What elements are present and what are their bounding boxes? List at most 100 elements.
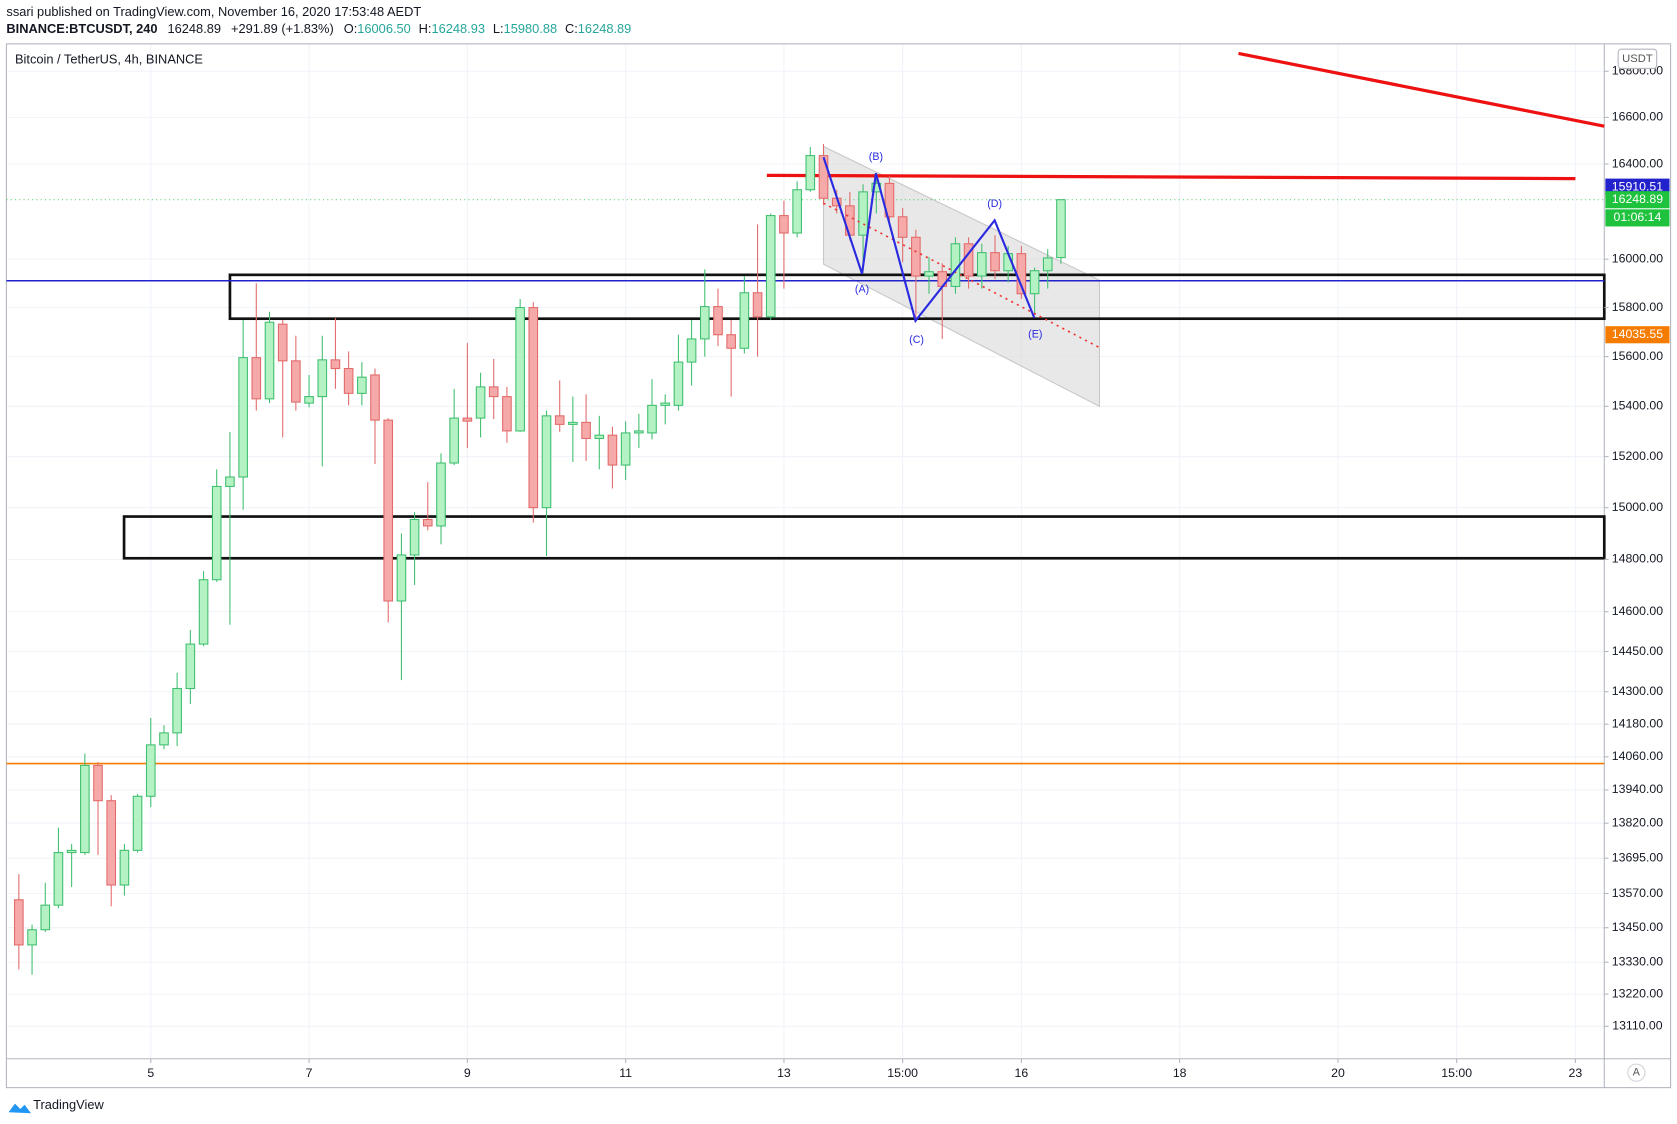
x-tick-label: 13 [777,1066,791,1080]
countdown: 01:06:14 [1614,210,1662,224]
candle-body [145,744,156,797]
candle-body [581,421,591,440]
candle-body [713,306,723,336]
candle-body [409,518,420,556]
ohlc-value: 16248.89 [578,21,632,36]
wave-label: (D) [987,198,1002,210]
price-label: 15910.51 [1612,179,1663,193]
candle-body [27,929,37,946]
candle-body [291,360,301,403]
ohlc-value: 16006.50 [357,21,411,36]
candles [14,143,1066,975]
candle-body [370,374,380,421]
resistance-line [766,173,1576,181]
candle-body [106,800,117,886]
candle-body [818,155,829,199]
overlay: 16800.0016600.0016400.0016000.0015800.00… [15,51,1670,1080]
ohlc-key: L: [493,21,504,36]
auto-scale-label[interactable]: A [1633,1066,1641,1078]
currency-box [1617,48,1658,69]
wave-label: (A) [855,284,869,296]
candle-body [119,849,130,886]
brand-logo [8,1103,32,1114]
price-lines [6,199,1605,765]
candle-body [383,419,394,602]
x-tick-label: 15:00 [1441,1066,1472,1080]
y-tick-label: 14450.00 [1612,644,1663,658]
trend-line [1238,51,1605,128]
candle-body [277,323,288,362]
candle-body [343,367,354,394]
ohlc-value: 16248.93 [432,21,486,36]
candle-body [792,189,802,234]
candle-body [924,271,934,277]
candle-body [14,899,24,946]
candle-body [40,904,51,931]
brand: TradingView [33,1097,104,1112]
candle-body [436,462,446,527]
candle-body [502,396,512,432]
x-tick-label: 15:00 [887,1066,918,1080]
auto-scale-button[interactable] [1627,1063,1646,1082]
candle-body [897,216,908,238]
last-price-label: 16248.89 [1612,192,1663,206]
y-tick-label: 13570.00 [1612,886,1663,900]
candle-body [858,191,868,236]
candle-body [422,518,433,527]
candle-body [475,386,486,419]
price-label-box [1605,326,1670,344]
candle-body [699,306,710,340]
y-tick-label: 15000.00 [1612,500,1663,514]
y-tick-label: 14180.00 [1612,716,1663,730]
candle-body [330,359,341,370]
wave-label: (E) [1028,329,1042,341]
candle-body [884,182,895,218]
candle-body [976,252,987,277]
symbol: BINANCE:BTCUSDT, 240 [6,21,157,36]
candle-body [80,764,90,854]
candle-body [264,321,275,400]
candle-body [686,338,697,363]
countdown-box [1605,209,1670,227]
chart-title: Bitcoin / TetherUS, 4h, BINANCE [15,51,203,66]
candle-body [357,376,367,394]
last-price-box [1605,191,1670,209]
candle-body [132,795,143,851]
candle-body [93,764,103,802]
candle-body [990,252,1000,272]
x-tick-label: 18 [1173,1066,1187,1080]
candle-body [726,334,736,349]
candle-body [1056,199,1066,259]
candle-body [911,236,921,277]
x-tick-label: 5 [147,1066,154,1080]
x-tick-label: 20 [1331,1066,1345,1080]
candle-body [396,554,407,602]
last: 16248.89 [168,21,222,36]
candle-body [607,434,618,466]
candle-body [53,852,64,906]
candle-body [528,307,539,509]
y-tick-label: 15800.00 [1612,300,1663,314]
wave-label: (B) [869,151,883,163]
candle-body [752,292,763,318]
zone-box [122,515,1606,560]
candle-body [198,579,209,645]
candle-body [238,357,248,478]
x-tick-label: 16 [1015,1066,1029,1080]
chart-frame [5,43,1672,1089]
candle-body [805,155,816,191]
ohlc-value: 15980.88 [504,21,558,36]
candle-body [225,476,235,487]
ohlc-key: C: [565,21,578,36]
x-tick-label: 7 [306,1066,313,1080]
candle-body [251,357,262,400]
candle-body [211,485,222,581]
candle-body [765,215,776,318]
wave-label: (C) [909,334,924,346]
candle-body [647,404,657,434]
candle-body [568,421,578,425]
y-tick-label: 15600.00 [1612,349,1663,363]
y-tick-label: 14300.00 [1612,684,1663,698]
currency: USDT [1622,53,1653,65]
